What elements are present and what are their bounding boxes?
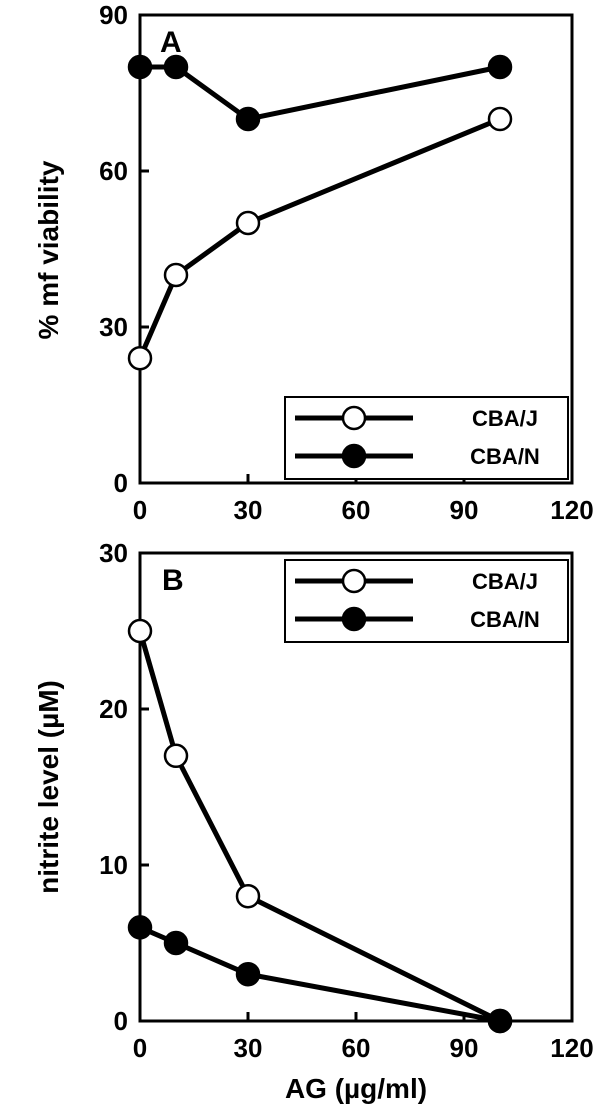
data-point-cba-n-a [163, 54, 189, 80]
legend-marker-cba-n-b [341, 606, 367, 632]
series-lines-b [137, 630, 502, 1024]
x-tick-label-b: 0 [133, 1033, 147, 1063]
x-tick-label-b: 60 [342, 1033, 371, 1063]
data-point-cba-n-b [127, 915, 153, 940]
legend-b: CBA/J CBA/N [284, 559, 569, 643]
data-point-cba-j-a [163, 262, 189, 288]
data-point-cba-n-b [235, 961, 261, 987]
x-tick-label-a: 30 [234, 495, 263, 525]
legend-a: CBA/J CBA/N [284, 396, 569, 480]
legend-box-a [284, 396, 569, 480]
panel-a: A % mf viability 0 30 60 90 120 0 30 60 90 CBA/J… [33, 0, 594, 525]
y-tick-label-b: 20 [99, 694, 128, 724]
panel-b: B nitrite level (µM) AG (µg/ml) 0 30 60 90 1… [33, 538, 594, 1104]
panel-label-b: B [162, 564, 184, 597]
markers-b [127, 618, 513, 1034]
y-tick-label-a: 90 [99, 0, 128, 30]
x-tick-label-a: 120 [550, 495, 593, 525]
x-tick-label-b: 90 [450, 1033, 479, 1063]
series-line-cba-j-a [137, 116, 501, 360]
data-point-cba-n-a [127, 54, 153, 80]
series-lines-a [137, 64, 501, 360]
legend-marker-cba-n-a [341, 443, 367, 469]
data-point-cba-n-b [487, 1008, 513, 1034]
data-point-cba-j-a [127, 345, 153, 371]
data-point-cba-n-a [487, 54, 513, 80]
legend-box-b [284, 559, 569, 643]
y-axis-label-b: nitrite level (µM) [33, 680, 64, 894]
data-point-cba-j-b [235, 883, 261, 909]
data-point-cba-n-b [163, 930, 189, 956]
x-axis-label-b: AG (µg/ml) [285, 1073, 427, 1104]
series-line-cba-j-b [137, 630, 502, 1024]
ticks-b: 0 30 60 90 120 0 10 20 30 [99, 538, 594, 1063]
y-tick-label-a: 30 [99, 312, 128, 342]
legend-label-cba-n-b: CBA/N [470, 607, 540, 632]
y-tick-label-b: 10 [99, 850, 128, 880]
series-line-cba-n-a [140, 64, 501, 122]
panel-label-a: A [160, 26, 182, 59]
y-axis-label-a: % mf viability [33, 160, 64, 339]
series-line-cba-n-b [139, 925, 501, 1024]
x-tick-label-a: 90 [450, 495, 479, 525]
markers-a [127, 54, 513, 371]
data-point-cba-j-a [235, 210, 261, 236]
x-tick-label-b: 30 [234, 1033, 263, 1063]
legend-marker-cba-j-a [341, 405, 367, 431]
legend-label-cba-n-a: CBA/N [470, 444, 540, 469]
x-tick-label-a: 60 [342, 495, 371, 525]
y-tick-label-b: 30 [99, 538, 128, 568]
y-tick-label-a: 60 [99, 156, 128, 186]
data-point-cba-n-a [235, 106, 261, 132]
legend-label-cba-j-a: CBA/J [472, 406, 538, 431]
legend-marker-cba-j-b [341, 568, 367, 594]
data-point-cba-j-b [127, 618, 153, 644]
x-tick-label-a: 0 [133, 495, 147, 525]
data-point-cba-j-b [163, 743, 189, 769]
data-point-cba-j-a [487, 106, 513, 132]
y-tick-label-a: 0 [114, 468, 128, 498]
y-tick-label-b: 0 [114, 1006, 128, 1036]
legend-label-cba-j-b: CBA/J [472, 569, 538, 594]
x-tick-label-b: 120 [550, 1033, 593, 1063]
